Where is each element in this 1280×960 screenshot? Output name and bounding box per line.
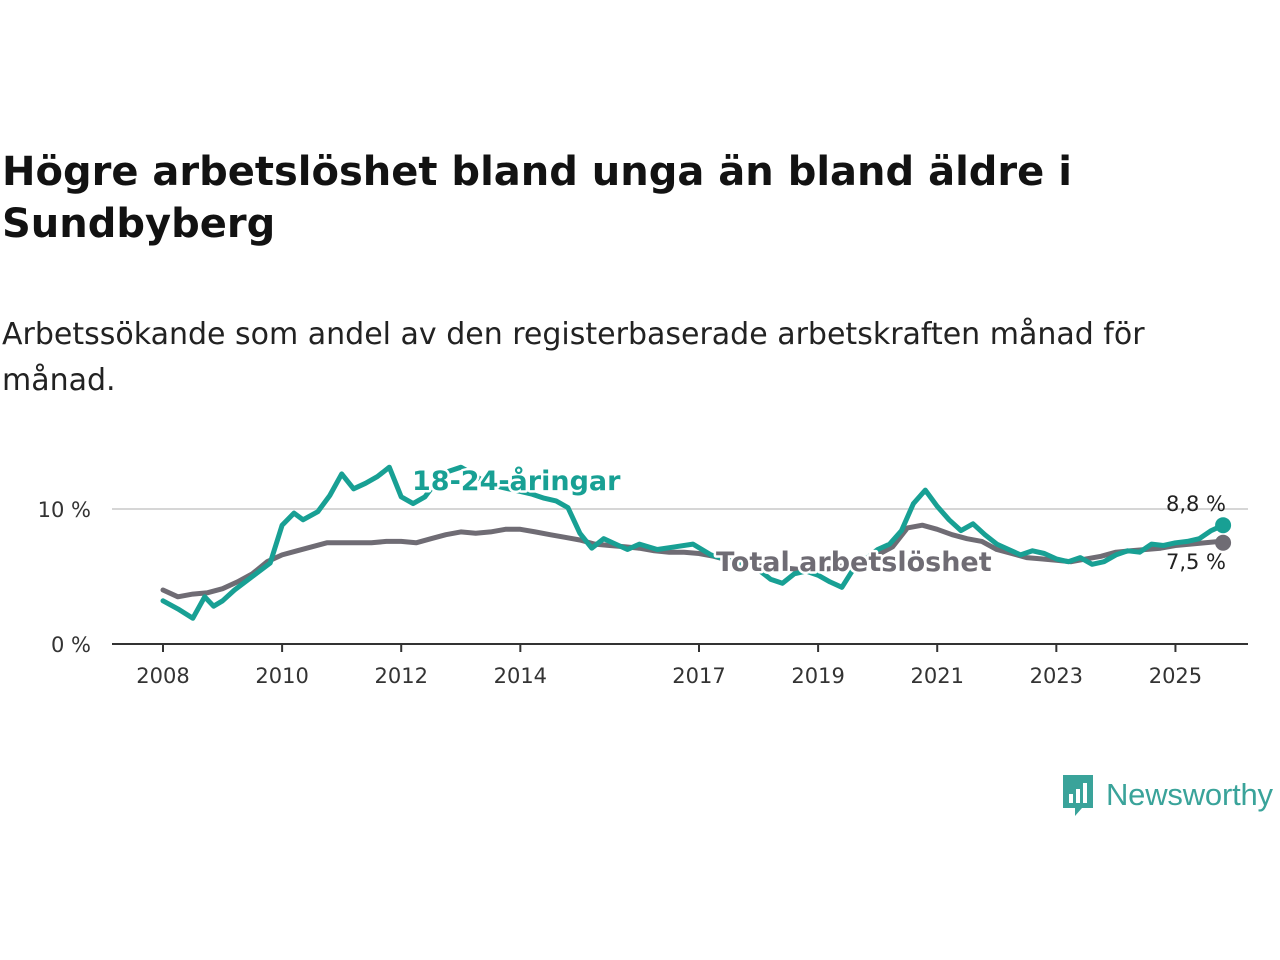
label-layer: 18-24-åringar Total arbetslöshet 8,8 % 7,5 … xyxy=(410,463,1227,581)
x-tick-label: 2012 xyxy=(374,664,427,688)
x-tick-label: 2023 xyxy=(1030,664,1083,688)
y-axis: 0 % 10 % xyxy=(38,498,91,657)
y-tick-label: 10 % xyxy=(38,498,91,522)
endpoint-marker-total xyxy=(1215,534,1232,551)
x-tick-label: 2025 xyxy=(1149,664,1202,688)
bar-chart-speech-bubble-icon xyxy=(1063,775,1093,816)
x-tick-label: 2008 xyxy=(136,664,189,688)
x-tick-label: 2021 xyxy=(910,664,963,688)
series-label-youth: 18-24-åringar xyxy=(412,465,621,497)
y-tick-label: 0 % xyxy=(51,633,91,657)
series-line-youth xyxy=(160,464,1226,621)
x-tick-label: 2014 xyxy=(494,664,547,688)
page-title: Högre arbetslöshet bland unga än bland ä… xyxy=(2,149,1072,247)
x-tick-label: 2017 xyxy=(672,664,725,688)
line-chart: 0 % 10 % 2008 2010 2012 2014 2017 2019 2021 2023… xyxy=(38,463,1248,688)
endpoint-marker-youth xyxy=(1215,517,1232,534)
page-subtitle: Arbetssökande som andel av den registerb… xyxy=(2,317,1145,398)
x-tick-label: 2010 xyxy=(255,664,308,688)
x-axis: 2008 2010 2012 2014 2017 2019 2021 2023 2025 xyxy=(112,643,1248,688)
logo-text: Newsworthy xyxy=(1106,777,1273,812)
x-tick-label: 2019 xyxy=(791,664,844,688)
newsworthy-logo[interactable]: Newsworthy xyxy=(1060,772,1273,818)
end-value-label-total: 7,5 % xyxy=(1166,550,1226,574)
series-layer xyxy=(160,464,1232,621)
end-value-label-youth: 8,8 % xyxy=(1166,492,1226,516)
series-label-total: Total arbetslöshet xyxy=(716,547,992,578)
